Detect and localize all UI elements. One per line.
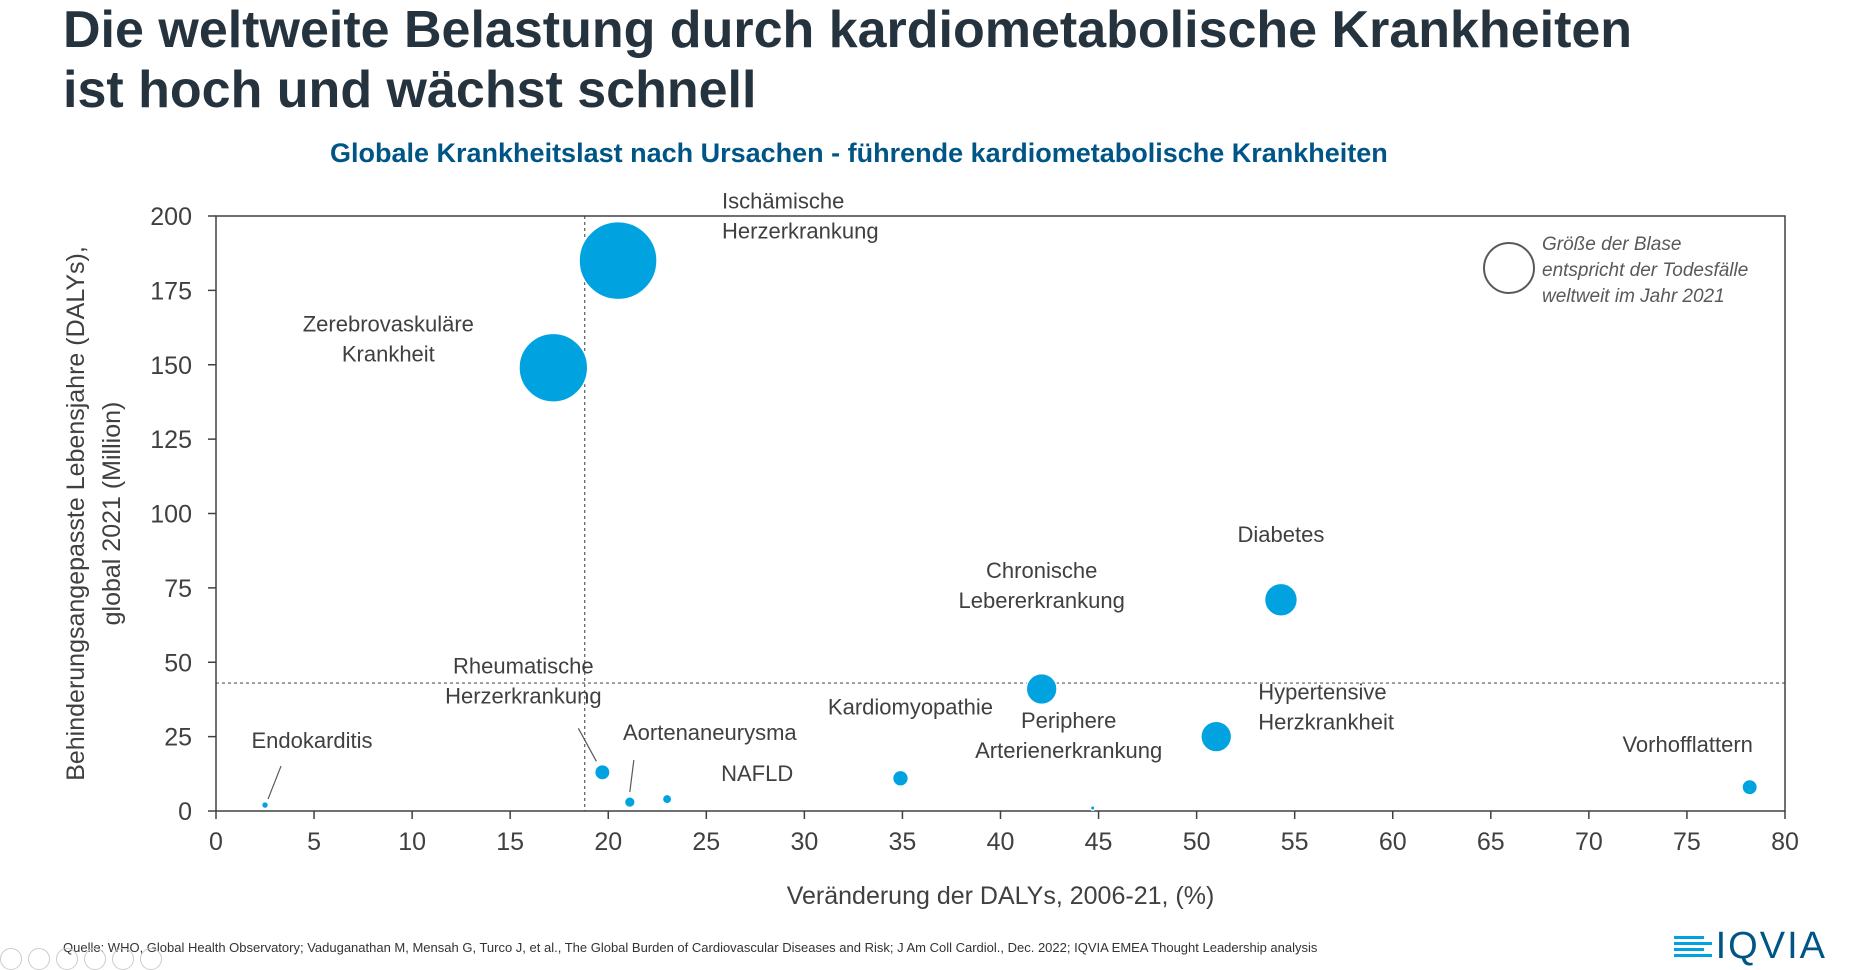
data-label: Herzerkrankung [722, 219, 879, 244]
x-tick-label: 50 [1183, 828, 1211, 856]
x-tick-label: 40 [987, 828, 1015, 856]
bubble-point [1025, 672, 1058, 706]
data-label: Aortenaneurysma [623, 720, 797, 745]
toolbar-back-icon[interactable] [0, 948, 22, 970]
y-tick-label: 175 [150, 277, 192, 305]
data-label: Krankheit [342, 342, 435, 367]
bubble-point [1263, 582, 1299, 617]
y-axis-label-line2: global 2021 (Million) [98, 402, 126, 626]
bubble-size-legend-text: Größe der Blase [1542, 234, 1681, 255]
bubble-point [1741, 778, 1759, 796]
y-axis-label-line1: Behinderungsangepasste Lebensjahre (DALY… [62, 246, 90, 781]
x-tick-label: 15 [496, 828, 524, 856]
data-label: Endokarditis [251, 728, 372, 753]
x-tick-label: 45 [1085, 828, 1113, 856]
y-tick-label: 0 [178, 798, 192, 826]
x-tick-label: 10 [398, 828, 426, 856]
toolbar-zoom-icon[interactable] [84, 948, 106, 970]
y-tick-label: 50 [164, 649, 192, 677]
source-note: Quelle: WHO, Global Health Observatory; … [63, 940, 1318, 955]
bubble-size-legend-text: entspricht der Todesfälle [1542, 260, 1748, 281]
chart-title: Globale Krankheitslast nach Ursachen - f… [330, 138, 1388, 168]
x-tick-label: 35 [889, 828, 917, 856]
data-label: Arterienerkrankung [975, 738, 1162, 763]
iqvia-logo: IQVIA [1627, 926, 1827, 966]
toolbar-pen-icon[interactable] [28, 948, 50, 970]
x-axis-label: Veränderung der DALYs, 2006-21, (%) [787, 882, 1215, 910]
y-tick-label: 100 [150, 501, 192, 529]
data-label: Chronische [986, 558, 1097, 583]
bubble-point [661, 793, 673, 805]
x-tick-label: 25 [692, 828, 720, 856]
data-label: Vorhofflattern [1622, 732, 1752, 757]
bubble-point [260, 800, 270, 810]
y-tick-label: 200 [150, 203, 192, 231]
slide-title-line1: Die weltweite Belastung durch kardiometa… [63, 1, 1633, 59]
x-tick-label: 0 [209, 828, 223, 856]
x-tick-label: 65 [1477, 828, 1505, 856]
data-label: Herzerkrankung [445, 683, 602, 708]
x-tick-label: 30 [790, 828, 818, 856]
bubble-size-legend-text: weltweit im Jahr 2021 [1542, 286, 1725, 307]
data-label: Ischämische [722, 189, 844, 214]
data-label: Hypertensive [1258, 680, 1386, 705]
y-tick-label: 125 [150, 426, 192, 454]
toolbar-more-icon[interactable] [140, 948, 162, 970]
logo-text: IQVIA [1715, 925, 1827, 967]
bubble-point [891, 769, 910, 787]
data-label: Herzkrankheit [1258, 710, 1394, 735]
y-tick-label: 25 [164, 724, 192, 752]
y-tick-label: 150 [150, 352, 192, 380]
x-tick-label: 60 [1379, 828, 1407, 856]
bubble-size-legend-circle [1483, 242, 1535, 294]
bubble-point [518, 332, 589, 403]
slide-title-line2: ist hoch und wächst schnell [63, 61, 757, 119]
x-tick-label: 20 [594, 828, 622, 856]
x-tick-label: 5 [307, 828, 321, 856]
data-label: Lebererkrankung [959, 588, 1125, 613]
y-tick-label: 75 [164, 575, 192, 603]
slide-toolbar [0, 948, 162, 970]
x-tick-label: 75 [1673, 828, 1701, 856]
data-label: Diabetes [1238, 522, 1325, 547]
slide-title: Die weltweite Belastung durch kardiometa… [63, 0, 1823, 120]
bubble-point [578, 220, 658, 301]
leader-line [577, 728, 597, 762]
leader-line [267, 765, 282, 800]
data-label: Kardiomyopathie [828, 694, 993, 719]
data-label: Rheumatische [453, 653, 594, 678]
data-label: Zerebrovaskuläre [303, 312, 474, 337]
leader-line [629, 760, 635, 793]
bubble-point [593, 763, 611, 781]
bubble-point [623, 795, 636, 809]
bubble-point [1089, 805, 1096, 812]
x-tick-label: 80 [1771, 828, 1799, 856]
toolbar-subtitle-icon[interactable] [112, 948, 134, 970]
bubble-point [1200, 720, 1233, 753]
x-tick-label: 55 [1281, 828, 1309, 856]
data-label: Periphere [1021, 708, 1116, 733]
data-label: NAFLD [721, 761, 793, 786]
x-tick-label: 70 [1575, 828, 1603, 856]
logo-mark-icon [1673, 935, 1712, 957]
toolbar-slides-icon[interactable] [56, 948, 78, 970]
